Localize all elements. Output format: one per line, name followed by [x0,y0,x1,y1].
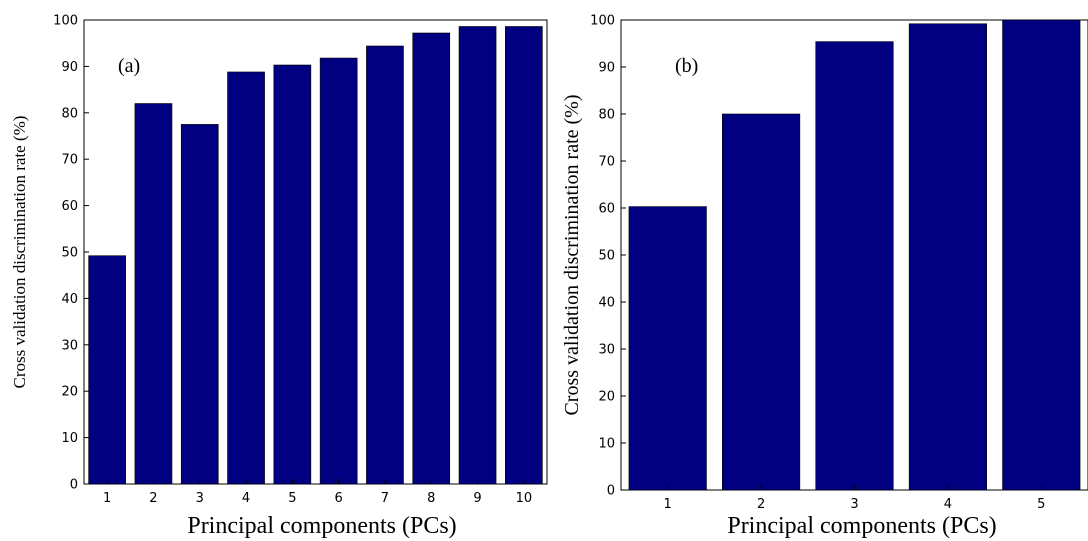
panel-a-xtick-label: 4 [242,491,250,506]
panel-b-xtick-label: 4 [944,497,952,512]
panel-a-bar-4 [227,71,265,485]
panel-a-xtick-label: 9 [473,491,481,506]
panel-b-bar-1 [628,206,707,491]
panel-a-bar-6 [319,57,358,485]
panel-b-bar-3 [815,41,894,491]
panel-b-ytick-label: 20 [598,390,615,405]
panel-a-y-axis-title: Cross validation discrimination rate (%) [10,116,29,389]
panel-a-bar-7 [366,45,404,485]
panel-b-ytick-label: 70 [598,155,615,170]
panel-b-bar-5 [1002,19,1081,491]
panel-b-ytick-label: 40 [598,296,615,311]
panel-a-ytick-label: 0 [70,478,78,493]
panel-b-chart: 0 10 20 30 40 50 60 70 80 90 100 1 2 3 4 5 (b) Cross vali… [561,14,1088,539]
panel-a-ytick-label: 40 [61,292,78,307]
panel-a-ytick-label: 60 [61,199,78,214]
panel-a-ytick-label: 80 [61,106,78,121]
panel-b-ytick-label: 0 [607,484,615,499]
panel-a-xtick-label: 7 [381,491,389,506]
panel-b-xtick-label: 1 [664,497,672,512]
panel-a-bar-9 [458,26,497,485]
panel-b-ytick-label: 60 [598,202,615,217]
panel-a-ytick-label: 10 [61,431,78,446]
panel-b-ytick-label: 100 [590,14,615,29]
panel-a-ytick-label: 70 [61,153,78,168]
panel-a-bar-1 [88,255,126,485]
panel-a-xtick-label: 2 [149,491,157,506]
panel-b-ytick-label: 30 [598,343,615,358]
panel-b-ytick-label: 10 [598,437,615,452]
panel-a-x-axis-title: Principal components (PCs) [187,513,456,539]
panel-b-bar-2 [722,113,801,491]
panel-a-xtick-label: 1 [103,491,111,506]
panel-b-bar-4 [908,23,987,491]
panel-b-ytick-label: 50 [598,249,615,264]
panel-a-xtick-label: 8 [427,491,435,506]
panel-a-xtick-label: 10 [516,491,533,506]
panel-b-x-axis-title: Principal components (PCs) [727,513,996,539]
panel-a-bar-8 [412,32,451,485]
panel-b-xtick-label: 2 [757,497,765,512]
panel-a-xtick-label: 5 [288,491,296,506]
panel-b-y-axis-title: Cross validation discrimination rate (%) [561,94,583,415]
panel-a-bar-3 [180,124,219,485]
panel-b-xtick-label: 5 [1037,497,1045,512]
panel-b-label: (b) [675,55,698,77]
panel-a-bar-2 [134,103,173,485]
panel-a-chart: 0 10 20 30 40 50 60 70 80 90 100 1 2 3 4 5 6 7 8 9 10 (a) Cros… [10,14,548,539]
panel-a-bar-10 [505,26,543,485]
panel-a-xtick-label: 3 [196,491,204,506]
panel-a-label: (a) [118,55,140,77]
panel-a-ytick-label: 90 [61,60,78,75]
panel-a-ytick-label: 50 [61,246,78,261]
panel-a-bar-5 [273,64,312,485]
panel-a-xtick-label: 6 [335,491,343,506]
panel-a-ytick-label: 30 [61,338,78,353]
panel-a-ytick-label: 100 [53,14,78,29]
panel-a-ytick-label: 20 [61,385,78,400]
panel-b-xtick-label: 3 [850,497,858,512]
panel-b-ytick-label: 90 [598,61,615,76]
panel-b-ytick-label: 80 [598,108,615,123]
